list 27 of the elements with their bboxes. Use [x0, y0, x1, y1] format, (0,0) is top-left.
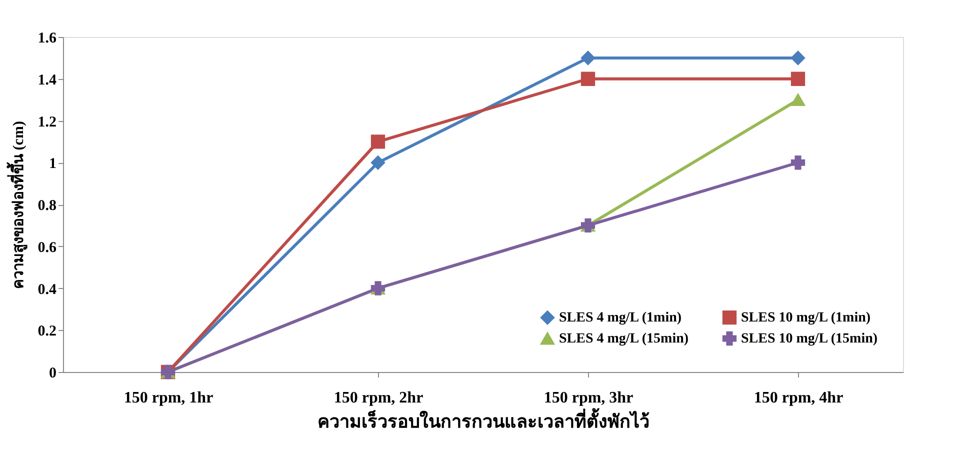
legend-label: SLES 4 mg/L (15min) — [559, 332, 689, 346]
y-tick-label: 1.4 — [38, 72, 57, 88]
y-tick-label: 0.2 — [38, 324, 56, 340]
x-tick-label: 150 rpm, 4hr — [754, 390, 844, 406]
y-tick-label: 0 — [49, 366, 56, 382]
y-axis-title: ความสูงของฟองที่ขึ้น (cm) — [6, 121, 28, 289]
x-tick-label: 150 rpm, 3hr — [544, 390, 634, 406]
x-tick-label: 150 rpm, 1hr — [124, 390, 214, 406]
point — [370, 134, 386, 149]
y-tick-label: 0.6 — [38, 240, 57, 256]
point — [790, 156, 806, 170]
point — [790, 50, 806, 66]
point — [790, 94, 806, 106]
y-tick-label: 1.2 — [38, 114, 56, 130]
x-tick-label: 150 rpm, 2hr — [334, 390, 424, 406]
point — [370, 156, 386, 170]
y-tick-label: 1.6 — [38, 30, 57, 46]
legend-label: SLES 10 mg/L (1min) — [741, 310, 871, 326]
y-tick-label: 0.4 — [38, 282, 57, 298]
y-tick-label: 0.8 — [38, 198, 56, 214]
x-axis-title: ความเร็วรอบในการกวนและเวลาที่ตั้งพักไว้ — [318, 408, 650, 432]
point — [790, 72, 806, 86]
point — [580, 72, 596, 86]
point — [580, 50, 596, 66]
y-tick-label: 1 — [49, 156, 56, 172]
legend-label: SLES 10 mg/L (15min) — [741, 332, 878, 346]
legend-label: SLES 4 mg/L (1min) — [559, 310, 682, 326]
